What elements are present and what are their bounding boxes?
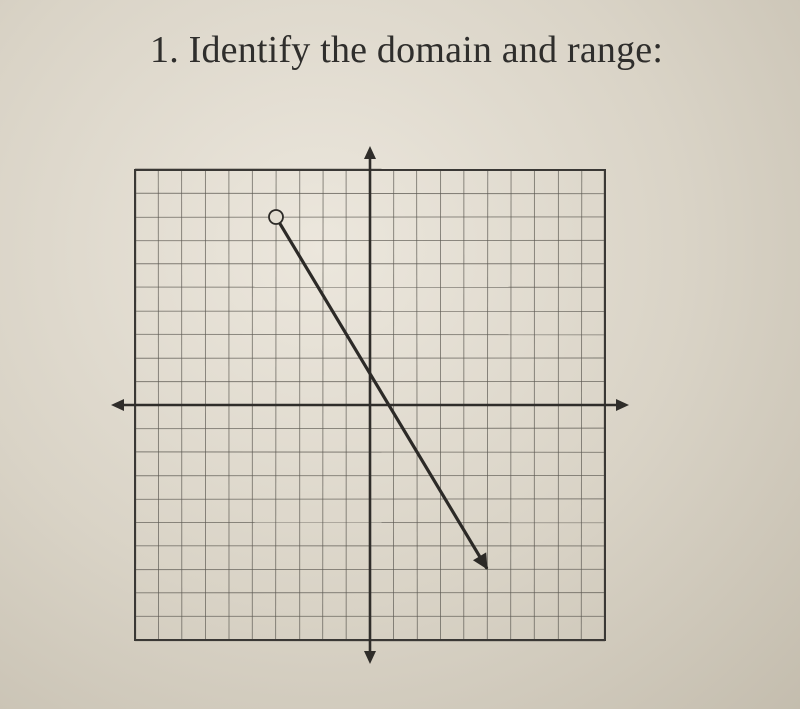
- page-root: 1. Identify the domain and range:: [0, 0, 800, 709]
- question-body: Identify the domain and range:: [189, 29, 664, 71]
- graph-svg: [105, 140, 635, 670]
- graph: [105, 140, 635, 670]
- question-text: 1. Identify the domain and range:: [150, 28, 663, 72]
- question-number: 1.: [150, 29, 179, 71]
- axes: [111, 146, 629, 664]
